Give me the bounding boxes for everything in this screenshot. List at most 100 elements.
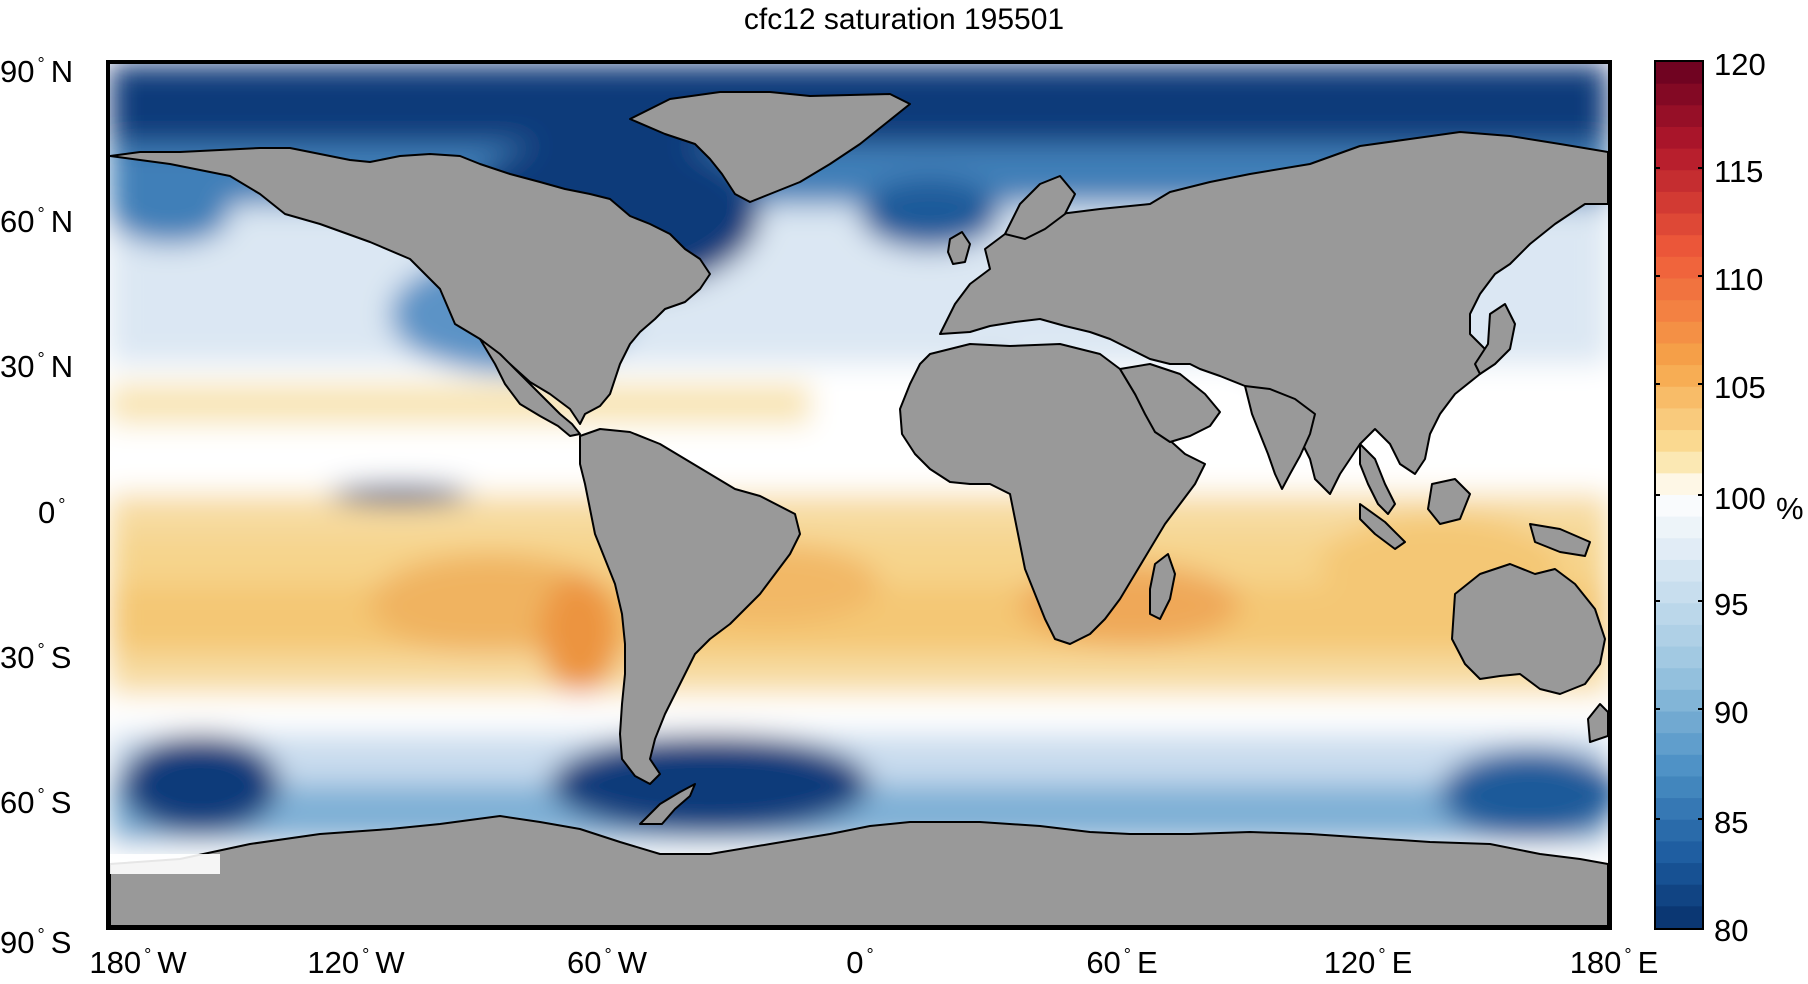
colorbar-stripes: [1656, 62, 1702, 928]
colorbar-stripe: [1656, 105, 1702, 128]
x-tick-value: 60: [1086, 945, 1121, 980]
colorbar-stripe: [1656, 646, 1702, 669]
colorbar-stripe: [1656, 83, 1702, 106]
colorbar-stripe: [1656, 668, 1702, 691]
new-zealand: [1587, 703, 1608, 743]
y-tick-30n: 30 ° N: [0, 342, 100, 384]
colorbar-stripe: [1656, 430, 1702, 453]
land-masses: [110, 91, 1608, 926]
australia: [1451, 563, 1606, 695]
x-tick-value: 120: [1323, 945, 1376, 980]
colorbar-stripe: [1656, 689, 1702, 712]
british-isles: [947, 231, 971, 265]
colorbar-stripe: [1656, 559, 1702, 583]
colorbar-tick-mark: [1698, 708, 1704, 710]
degree-symbol: °: [37, 204, 45, 224]
scandinavia: [1004, 175, 1076, 240]
colorbar-stripe: [1656, 126, 1702, 150]
degree-symbol: °: [362, 945, 370, 965]
colorbar-stripe: [1656, 516, 1702, 539]
degree-symbol: °: [37, 785, 45, 805]
colorbar-stripe: [1656, 213, 1702, 236]
colorbar-stripe: [1656, 451, 1702, 474]
colorbar-stripe: [1656, 321, 1702, 344]
colorbar-gradient: [1656, 62, 1702, 928]
colorbar-tick-label: 120: [1714, 47, 1766, 82]
colorbar-stripe: [1656, 386, 1702, 409]
degree-symbol: °: [144, 945, 152, 965]
ocean-saturation-map: [106, 60, 1612, 930]
y-tick-hemisphere: S: [50, 925, 72, 960]
y-tick-hemisphere: N: [50, 204, 74, 239]
colorbar-stripe: [1656, 733, 1702, 756]
colorbar-tick-mark: [1654, 600, 1660, 602]
colorbar-stripe: [1656, 495, 1702, 518]
colorbar-tick-mark: [1654, 167, 1660, 169]
degree-symbol: °: [1378, 945, 1386, 965]
x-tick-hemisphere: E: [1391, 945, 1413, 980]
x-tick-60e: 60 ° E: [1086, 938, 1157, 980]
y-tick-hemisphere: N: [50, 54, 74, 89]
colorbar-tick-mark: [1654, 708, 1660, 710]
colorbar-stripe: [1656, 906, 1702, 928]
colorbar-stripe: [1656, 62, 1702, 85]
y-tick-90s: 90 ° S: [0, 918, 100, 960]
colorbar-tick-mark: [1654, 60, 1660, 62]
y-tick-90n: 90 ° N: [0, 47, 100, 89]
colorbar-stripe: [1656, 191, 1702, 215]
colorbar-stripe: [1656, 884, 1702, 907]
x-tick-value: 60: [567, 945, 602, 980]
colorbar-stripe: [1656, 408, 1702, 431]
degree-symbol: °: [1123, 945, 1131, 965]
colorbar-stripe: [1656, 841, 1702, 864]
y-tick-value: 30: [0, 349, 35, 384]
colorbar-stripe: [1656, 365, 1702, 388]
y-tick-value: 30: [0, 640, 35, 675]
y-tick-60n: 60 ° N: [0, 197, 100, 239]
x-tick-0: 0 °: [846, 938, 879, 980]
x-tick-hemisphere: W: [157, 945, 187, 980]
colorbar-tick-mark: [1654, 494, 1660, 496]
colorbar-tick-label: 105: [1714, 370, 1766, 405]
madagascar: [1149, 553, 1176, 620]
colorbar-stripe: [1656, 754, 1702, 777]
central-america: [479, 338, 581, 437]
colorbar-stripe: [1656, 235, 1702, 258]
japan: [1474, 303, 1516, 375]
x-tick-hemisphere: W: [375, 945, 405, 980]
y-tick-value: 0: [38, 495, 56, 530]
colorbar-stripe: [1656, 819, 1702, 842]
colorbar-stripe: [1656, 798, 1702, 821]
degree-symbol: °: [37, 925, 45, 945]
south-america: [579, 428, 801, 785]
antarctic-peninsula: [639, 783, 696, 825]
colorbar-stripe: [1656, 863, 1702, 886]
degree-symbol: °: [1624, 945, 1632, 965]
x-tick-180e: 180 ° E: [1570, 938, 1659, 980]
y-tick-value: 90: [0, 54, 35, 89]
degree-symbol: °: [866, 945, 874, 965]
colorbar-stripe: [1656, 581, 1702, 604]
sumatra: [1359, 503, 1406, 550]
colorbar-tick-mark: [1698, 275, 1704, 277]
x-tick-120w: 120 ° W: [307, 938, 404, 980]
y-tick-30s: 30 ° S: [0, 633, 100, 675]
colorbar-tick-mark: [1698, 818, 1704, 820]
colorbar-tick-label: 80: [1714, 913, 1749, 948]
colorbar-tick-mark: [1698, 494, 1704, 496]
y-tick-value: 60: [0, 204, 35, 239]
colorbar-tick-mark: [1698, 167, 1704, 169]
y-tick-60s: 60 ° S: [0, 778, 100, 820]
y-tick-hemisphere: S: [50, 640, 72, 675]
eurasia: [939, 131, 1608, 495]
colorbar-tick-mark: [1654, 818, 1660, 820]
y-tick-0: 0 °: [38, 488, 138, 530]
antarctica: [110, 815, 1608, 926]
y-tick-hemisphere: N: [50, 349, 74, 384]
north-america: [110, 147, 711, 425]
borneo: [1427, 478, 1471, 525]
degree-symbol: °: [58, 495, 66, 515]
colorbar-tick-mark: [1654, 275, 1660, 277]
sea-ice-edge: [110, 854, 220, 874]
india: [1244, 385, 1316, 490]
